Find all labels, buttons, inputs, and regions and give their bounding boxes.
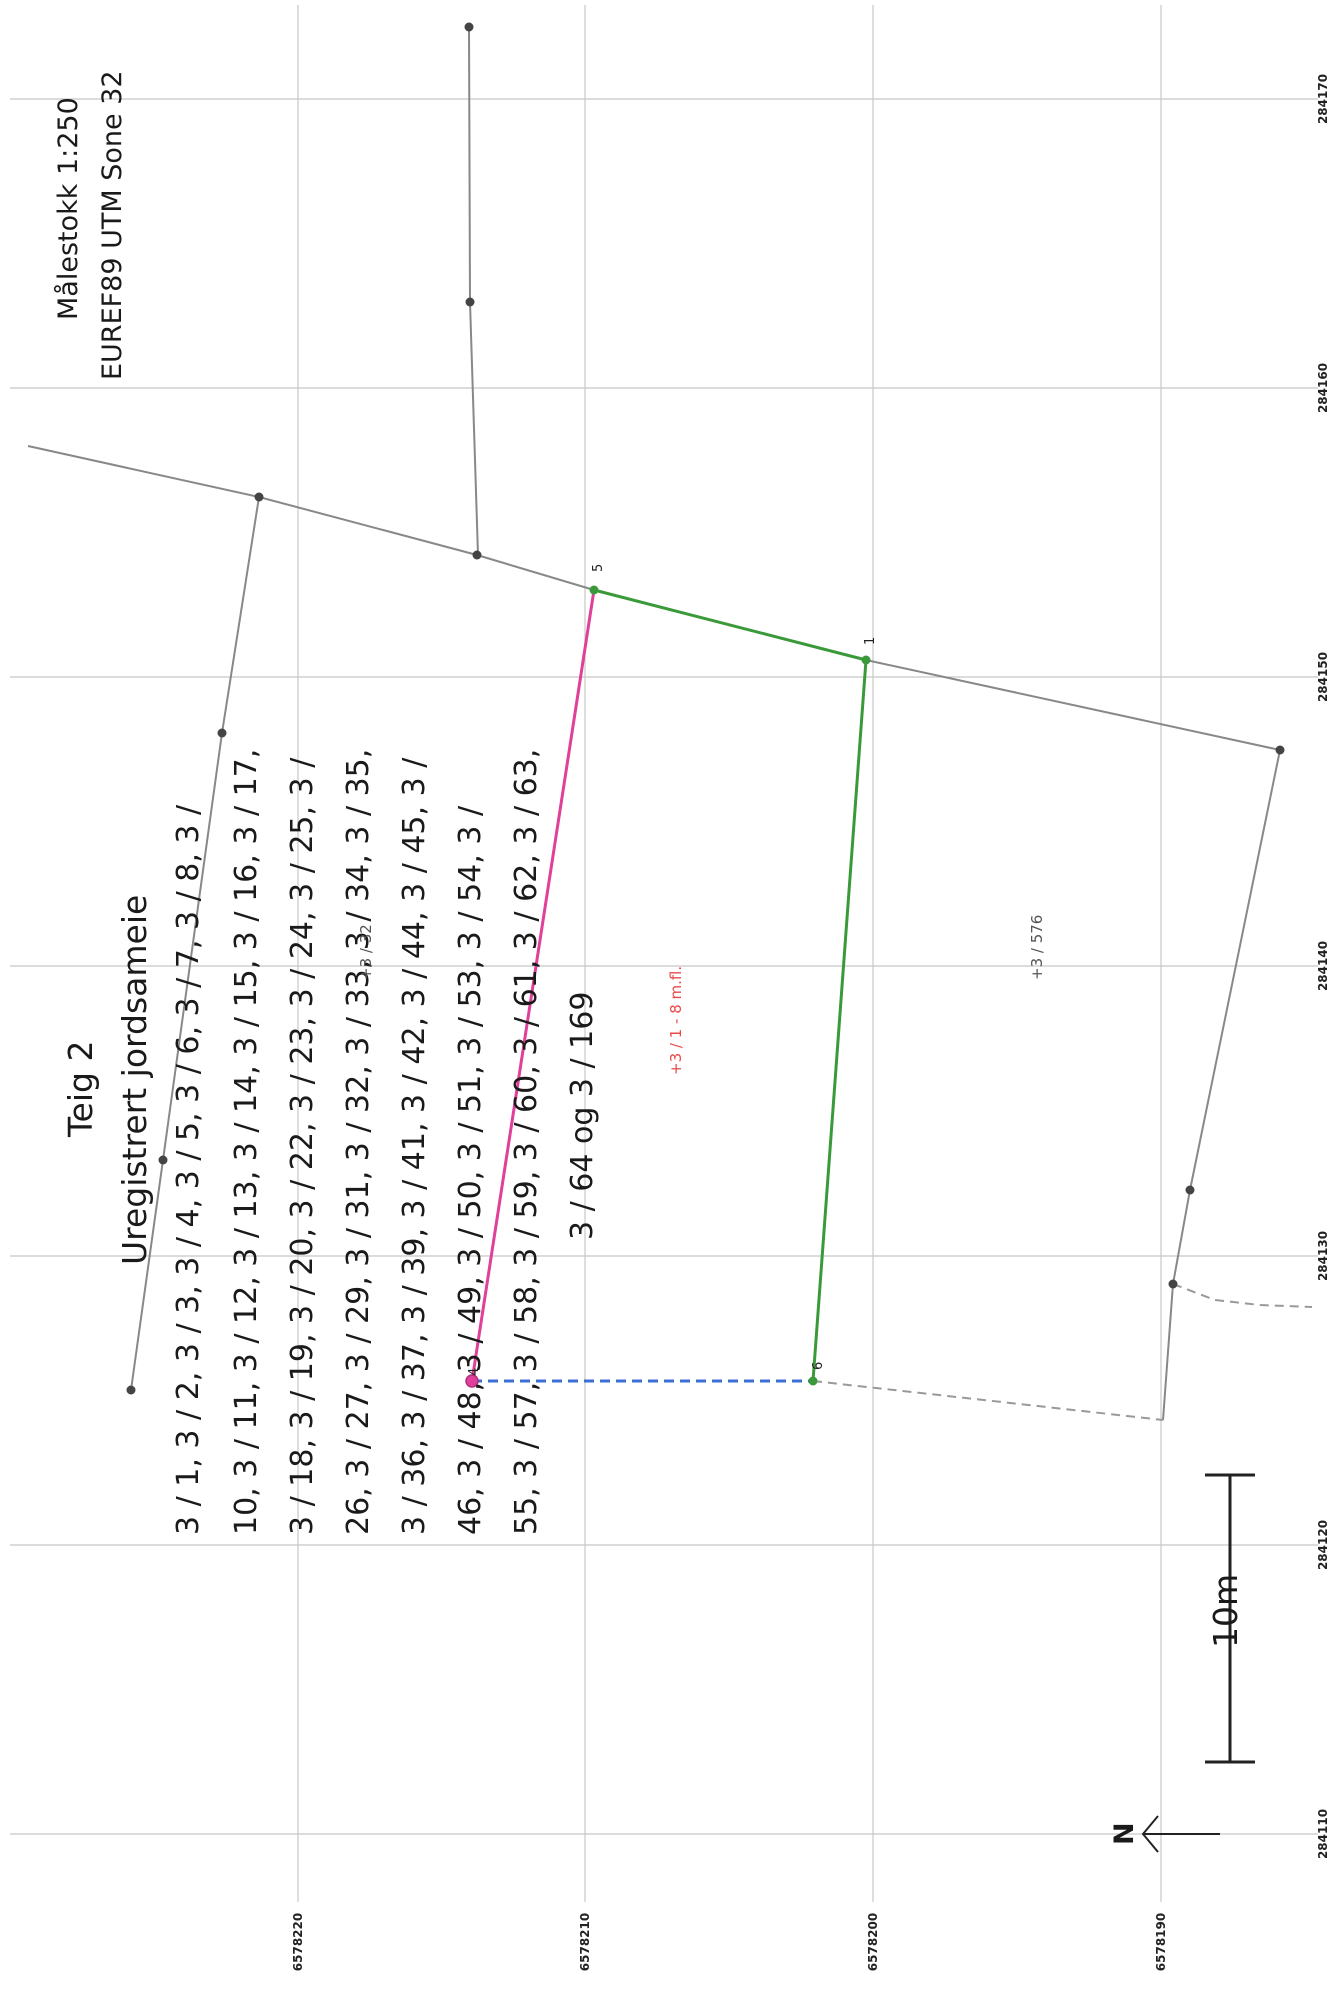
property-boundaries [27,26,1281,1421]
parcel-label-overlap: +3 / 32 [357,924,375,980]
parcel-title: Uregistrert jordsameie [115,895,154,1265]
owner-line: 3 / 18, 3 / 19, 3 / 20, 3 / 22, 3 / 23, … [285,757,320,1535]
easting-label: 284150 [1316,652,1330,702]
point-number: 5 [591,564,606,572]
scale-label: Målestokk 1:250 [53,97,84,320]
vertex [808,1376,818,1386]
north-arrow-icon: N [1109,1815,1220,1853]
vertex [254,492,264,502]
easting-label: 284130 [1316,1231,1330,1281]
scale-bar [1205,1473,1255,1764]
easting-labels: 284170 284160 284150 284140 284130 28412… [1316,74,1330,1859]
easting-label: 284160 [1316,363,1330,413]
vertex [465,1374,479,1388]
vertices [126,22,1285,1395]
scale-bar-label: 10m [1206,1574,1245,1648]
owner-line: 55, 3 / 57, 3 / 58, 3 / 59, 3 / 60, 3 / … [509,749,544,1535]
owner-line: 3 / 1, 3 / 2, 3 / 3, 3 / 4, 3 / 5, 3 / 6… [171,804,206,1535]
easting-label: 284170 [1316,74,1330,124]
north-label: N [1109,1822,1140,1845]
crs-label: EUREF89 UTM Sone 32 [97,70,128,380]
point-numbers: 5 1 6 4 [467,564,878,1376]
owner-line: 3 / 36, 3 / 37, 3 / 39, 3 / 41, 3 / 42, … [397,757,432,1535]
easting-label: 284120 [1316,1520,1330,1570]
point-number: 1 [863,637,878,645]
northing-label: 6578220 [291,1913,305,1971]
vertex [472,550,482,560]
vertex [1275,745,1285,755]
vertex [589,585,599,595]
vertex [217,728,227,738]
owner-line: 26, 3 / 27, 3 / 29, 3 / 31, 3 / 32, 3 / … [341,749,376,1535]
northing-label: 6578190 [1154,1913,1168,1971]
owner-line: 10, 3 / 11, 3 / 12, 3 / 13, 3 / 14, 3 / … [229,749,264,1535]
vertex [1185,1185,1195,1195]
dashed-boundaries [812,1283,1313,1421]
parcel-outline [470,588,868,1383]
easting-label: 284110 [1316,1809,1330,1859]
vertex [126,1385,136,1395]
owner-line: 3 / 64 og 3 / 169 [565,992,600,1240]
teig-label: Teig 2 [61,1041,100,1138]
parcel-label-red: +3 / 1 - 8 m.fl. [667,966,685,1075]
parcel-label-gray: +3 / 576 [1028,915,1046,980]
northing-labels: 6578220 6578210 6578200 6578190 [291,1913,1168,1971]
vertex [861,655,871,665]
owner-text-block: Teig 2 Uregistrert jordsameie 3 / 1, 3 /… [61,749,600,1535]
easting-label: 284140 [1316,941,1330,991]
northing-label: 6578200 [866,1913,880,1971]
vertex [158,1155,168,1165]
point-number: 6 [811,1362,826,1370]
vertex [1168,1279,1178,1289]
point-number: 4 [467,1368,482,1376]
grid [10,5,1318,1902]
map-header: Målestokk 1:250 EUREF89 UTM Sone 32 [53,70,128,380]
vertex [465,297,475,307]
northing-label: 6578210 [578,1913,592,1971]
vertex [464,22,474,32]
owner-line: 46, 3 / 48, 3 / 49, 3 / 50, 3 / 51, 3 / … [453,805,488,1535]
